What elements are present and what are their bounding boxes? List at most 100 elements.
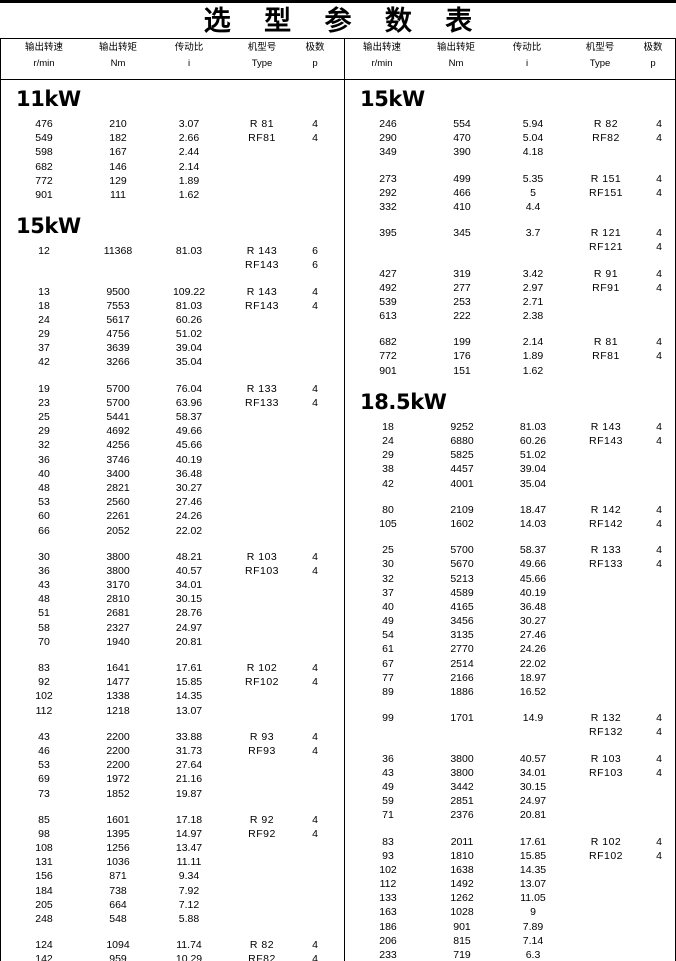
cell-model-type: RF103	[588, 766, 623, 779]
cell-ratio: 24.26	[519, 643, 547, 656]
cell-ratio: 2.71	[522, 295, 544, 308]
cell-output-torque: 390	[453, 146, 471, 159]
cell-ratio: 35.04	[175, 356, 203, 369]
cell-output-torque: 1262	[450, 892, 474, 905]
cell-output-speed: 93	[382, 849, 394, 862]
cell-output-speed: 29	[38, 425, 50, 438]
cell-ratio: 2.14	[178, 160, 200, 173]
table-row: 349 390 4.18	[344, 145, 676, 159]
cell-output-speed: 539	[379, 295, 397, 308]
model-group: 85 1601 17.18 R 92 4 98 1395 14.97 RF92 4 108 1256 1…	[0, 813, 338, 927]
cell-output-torque: 2200	[106, 759, 130, 772]
cell-poles: 4	[656, 558, 662, 571]
cell-ratio: 10.29	[175, 953, 203, 961]
cell-output-torque: 5700	[450, 544, 474, 557]
cell-output-speed: 51	[38, 607, 50, 620]
cell-ratio: 18.47	[519, 503, 547, 516]
cell-ratio: 15.85	[519, 849, 547, 862]
table-row: RF143 6	[0, 258, 338, 272]
cell-model-type: RF143	[588, 435, 623, 447]
cell-output-torque: 5441	[106, 411, 130, 423]
cell-ratio: 13.07	[519, 878, 547, 891]
cell-model-type: RF143	[244, 259, 279, 272]
table-row: 248 548 5.88	[0, 912, 338, 926]
table-row: 29 5825 51.02	[344, 448, 676, 462]
cell-output-speed: 18	[38, 299, 50, 312]
cell-output-torque: 3266	[106, 356, 130, 369]
model-group: 99 1701 14.9 R 132 4 RF132 4	[344, 711, 676, 739]
cell-output-torque: 7553	[106, 299, 130, 312]
cell-ratio: 14.9	[522, 712, 544, 725]
table-row: 12 11368 81.03 R 143 6	[0, 244, 338, 258]
cell-output-torque: 182	[109, 132, 127, 145]
cell-model-type: R 102	[590, 835, 622, 848]
cell-output-speed: 42	[38, 356, 50, 369]
cell-output-torque: 3456	[450, 615, 474, 628]
cell-output-torque: 199	[453, 336, 471, 349]
cell-output-speed: 206	[379, 934, 397, 947]
cell-output-speed: 30	[382, 558, 394, 571]
cell-ratio: 40.57	[175, 564, 203, 577]
column-header-label-cn: 输出转速	[362, 42, 401, 53]
cell-poles: 4	[656, 172, 662, 185]
table-row: 24 6880 60.26 RF143 4	[344, 434, 676, 448]
cell-poles: 4	[656, 435, 662, 447]
cell-ratio: 7.12	[178, 898, 200, 911]
model-group: 395 345 3.7 R 121 4 RF121 4	[344, 226, 676, 254]
cell-output-speed: 133	[379, 892, 397, 905]
model-group: 83 1641 17.61 R 102 4 92 1477 15.85 RF102 4 102 133…	[0, 661, 338, 718]
cell-output-speed: 43	[382, 766, 394, 779]
cell-output-speed: 29	[38, 328, 50, 341]
cell-output-speed: 156	[35, 870, 53, 883]
cell-output-torque: 1641	[106, 662, 130, 674]
table-row: 71 2376 20.81	[344, 808, 676, 822]
cell-model-type: RF82	[248, 953, 276, 961]
cell-output-speed: 71	[382, 809, 394, 822]
cell-ratio: 34.01	[519, 766, 547, 779]
cell-model-type: RF103	[244, 564, 279, 577]
cell-ratio: 3.42	[522, 267, 544, 280]
cell-ratio: 27.46	[519, 629, 547, 642]
cell-model-type: R 93	[249, 730, 275, 743]
cell-output-speed: 37	[38, 342, 50, 355]
table-row: 23 5700 63.96 RF133 4	[0, 396, 338, 410]
table-row: 124 1094 11.74 R 82 4	[0, 938, 338, 952]
cell-output-torque: 2200	[106, 730, 130, 743]
table-row: 70 1940 20.81	[0, 635, 338, 649]
cell-output-torque: 277	[453, 281, 471, 294]
cell-ratio: 7.89	[522, 920, 544, 933]
cell-output-speed: 248	[35, 913, 53, 925]
cell-output-torque: 1036	[106, 856, 130, 869]
cell-ratio: 22.02	[519, 657, 547, 670]
table-row: 92 1477 15.85 RF102 4	[0, 675, 338, 689]
table-row: 40 3400 36.48	[0, 467, 338, 481]
column-header-label-cn: 传动比	[174, 42, 204, 53]
cell-output-speed: 36	[38, 453, 50, 466]
table-row: 206 815 7.14	[344, 934, 676, 948]
table-row: 42 4001 35.04	[344, 477, 676, 491]
table-row: 133 1262 11.05	[344, 891, 676, 905]
cell-ratio: 33.88	[175, 730, 203, 743]
cell-output-torque: 548	[109, 913, 127, 925]
cell-model-type: RF81	[592, 350, 620, 363]
cell-poles: 4	[656, 132, 662, 145]
cell-output-torque: 1852	[106, 787, 130, 800]
cell-output-speed: 32	[382, 572, 394, 585]
cell-poles: 4	[656, 281, 662, 294]
cell-model-type: R 143	[246, 245, 278, 258]
cell-output-torque: 5700	[106, 396, 130, 409]
cell-output-torque: 901	[453, 920, 471, 933]
column-header-label-cn: 机型号	[247, 42, 277, 53]
table-row: 772 129 1.89	[0, 174, 338, 188]
table-row: 772 176 1.89 RF81 4	[344, 349, 676, 363]
cell-output-torque: 1810	[450, 849, 474, 862]
table-row: 105 1602 14.03 RF142 4	[344, 517, 676, 531]
column-header-label-cn: 极数	[305, 42, 325, 53]
cell-output-speed: 25	[38, 411, 50, 423]
column-header-label-unit: Type	[589, 58, 611, 69]
table-row: 98 1395 14.97 RF92 4	[0, 827, 338, 841]
cell-ratio: 51.02	[519, 449, 547, 462]
cell-output-torque: 871	[109, 870, 127, 883]
header-group-left: 输出转速 r/min 输出转矩 Nm 传动比 i 机型号 Type 极数 p	[0, 39, 338, 79]
cell-output-torque: 5213	[450, 572, 474, 585]
